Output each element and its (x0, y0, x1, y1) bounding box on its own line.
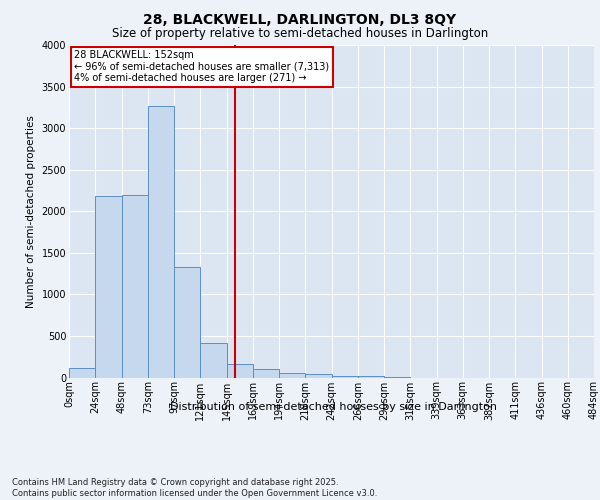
Text: Distribution of semi-detached houses by size in Darlington: Distribution of semi-detached houses by … (170, 402, 497, 412)
Bar (174, 267, 200, 378)
Bar (305, 374, 331, 378)
Text: Size of property relative to semi-detached houses in Darlington: Size of property relative to semi-detach… (112, 28, 488, 40)
Bar (227, 364, 253, 378)
Bar (69, 368, 95, 378)
Text: 28 BLACKWELL: 152sqm
← 96% of semi-detached houses are smaller (7,313)
4% of sem: 28 BLACKWELL: 152sqm ← 96% of semi-detac… (74, 50, 329, 83)
Bar (279, 372, 305, 378)
Bar (121, 194, 148, 378)
Text: 28, BLACKWELL, DARLINGTON, DL3 8QY: 28, BLACKWELL, DARLINGTON, DL3 8QY (143, 12, 457, 26)
Bar (148, 106, 174, 378)
Bar (200, 344, 227, 378)
Bar (253, 369, 279, 378)
Y-axis label: Number of semi-detached properties: Number of semi-detached properties (26, 115, 36, 308)
Bar (384, 376, 410, 378)
Text: Contains HM Land Registry data © Crown copyright and database right 2025.
Contai: Contains HM Land Registry data © Crown c… (12, 478, 377, 498)
Bar (331, 376, 358, 378)
Bar (95, 196, 121, 378)
Bar (358, 376, 384, 378)
